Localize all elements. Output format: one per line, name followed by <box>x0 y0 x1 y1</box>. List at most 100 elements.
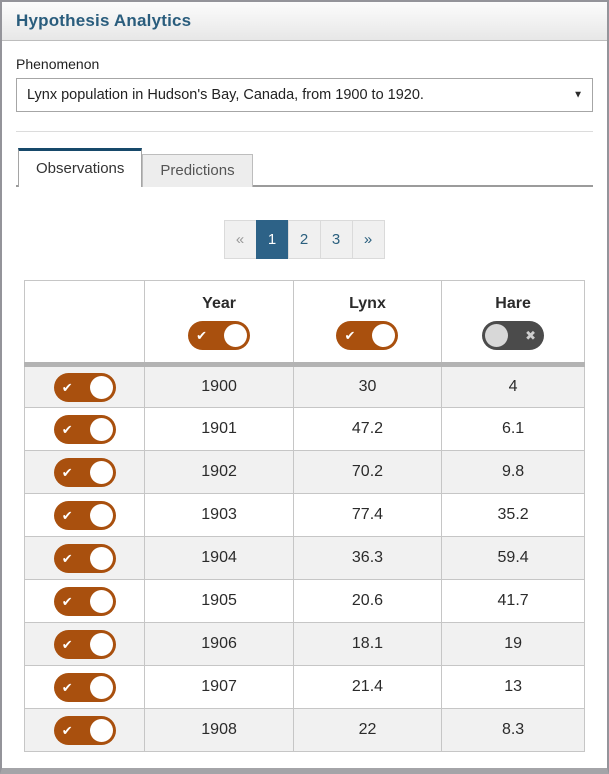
row-toggle[interactable]: ✔ <box>53 372 116 402</box>
hare-cell: 19 <box>441 622 585 666</box>
hare-cell: 13 <box>441 665 585 709</box>
row-toggle[interactable]: ✔ <box>53 715 116 745</box>
hare-cell: 41.7 <box>441 579 585 623</box>
year-cell: 1900 <box>144 364 294 408</box>
lynx-cell: 36.3 <box>292 536 443 580</box>
hare-cell: 35.2 <box>441 493 585 537</box>
row-toggle-cell: ✔ <box>23 579 146 623</box>
titlebar: Hypothesis Analytics <box>2 2 607 41</box>
toggle-knob <box>89 675 113 699</box>
column-header-hare: Hare ✖ <box>441 280 585 367</box>
row-toggle-column-header <box>23 280 146 367</box>
lynx-cell: 70.2 <box>292 450 443 494</box>
check-icon: ✔ <box>61 722 73 738</box>
check-icon: ✔ <box>61 636 73 652</box>
hare-cell: 4 <box>441 364 585 408</box>
hare-cell: 6.1 <box>441 407 585 451</box>
check-icon: ✔ <box>61 421 73 437</box>
check-icon: ✔ <box>344 328 356 343</box>
column-header-lynx: Lynx ✔ <box>292 280 443 367</box>
divider <box>16 131 593 132</box>
year-cell: 1901 <box>144 407 294 451</box>
toggle-knob <box>485 324 509 347</box>
check-icon: ✔ <box>196 328 207 343</box>
column-label-year: Year <box>202 295 236 312</box>
table-row: ✔ 1900 30 4 <box>23 364 585 408</box>
pagination-page-3[interactable]: 3 <box>319 220 353 259</box>
lynx-cell: 18.1 <box>292 622 443 666</box>
toggle-knob <box>89 632 113 656</box>
row-toggle[interactable]: ✔ <box>53 543 116 573</box>
toggle-knob <box>224 324 248 347</box>
toggle-knob <box>89 589 113 613</box>
table-row: ✔ 1908 22 8.3 <box>23 708 585 752</box>
main-content: Phenomenon Lynx population in Hudson's B… <box>2 56 607 752</box>
row-toggle[interactable]: ✔ <box>53 457 116 487</box>
lynx-cell: 20.6 <box>292 579 443 623</box>
row-toggle[interactable]: ✔ <box>53 414 116 444</box>
table-row: ✔ 1904 36.3 59.4 <box>23 536 585 580</box>
tabstrip: Observations Predictions <box>16 148 593 187</box>
table-row: ✔ 1906 18.1 19 <box>23 622 585 666</box>
lynx-cell: 30 <box>292 364 443 408</box>
year-cell: 1905 <box>144 579 294 623</box>
row-toggle[interactable]: ✔ <box>53 586 116 616</box>
table-header-row: Year ✔ Lynx ✔ Hare ✖ <box>23 280 585 367</box>
lynx-cell: 47.2 <box>292 407 443 451</box>
toggle-knob <box>89 503 113 527</box>
row-toggle-cell: ✔ <box>23 665 146 709</box>
hare-cell: 9.8 <box>441 450 585 494</box>
pagination-prev-button[interactable]: « <box>223 220 257 259</box>
cross-icon: ✖ <box>525 328 537 343</box>
column-toggle-hare[interactable]: ✖ <box>482 321 545 350</box>
table-row: ✔ 1905 20.6 41.7 <box>23 579 585 623</box>
year-cell: 1904 <box>144 536 294 580</box>
table-row: ✔ 1907 21.4 13 <box>23 665 585 709</box>
hare-cell: 59.4 <box>441 536 585 580</box>
pagination-page-1[interactable]: 1 <box>255 220 289 259</box>
pagination: « 1 2 3 » <box>16 220 593 259</box>
pagination-page-2[interactable]: 2 <box>287 220 321 259</box>
tab-predictions[interactable]: Predictions <box>142 154 253 187</box>
year-cell: 1906 <box>144 622 294 666</box>
year-cell: 1907 <box>144 665 294 709</box>
check-icon: ✔ <box>61 550 73 566</box>
year-cell: 1908 <box>144 708 294 752</box>
column-label-lynx: Lynx <box>349 295 386 312</box>
column-toggle-lynx[interactable]: ✔ <box>336 321 399 350</box>
lynx-cell: 22 <box>292 708 443 752</box>
tab-observations[interactable]: Observations <box>18 148 143 187</box>
pagination-next-button[interactable]: » <box>351 220 385 259</box>
toggle-knob <box>89 417 113 441</box>
row-toggle-cell: ✔ <box>23 536 146 580</box>
phenomenon-label: Phenomenon <box>16 56 100 72</box>
row-toggle-cell: ✔ <box>23 622 146 666</box>
check-icon: ✔ <box>61 679 73 695</box>
lynx-cell: 77.4 <box>292 493 443 537</box>
row-toggle-cell: ✔ <box>23 364 146 408</box>
observations-table: Year ✔ Lynx ✔ Hare ✖ ✔ 1900 <box>23 280 585 752</box>
table-row: ✔ 1901 47.2 6.1 <box>23 407 585 451</box>
year-cell: 1902 <box>144 450 294 494</box>
year-cell: 1903 <box>144 493 294 537</box>
lynx-cell: 21.4 <box>292 665 443 709</box>
row-toggle[interactable]: ✔ <box>53 500 116 530</box>
row-toggle[interactable]: ✔ <box>53 672 116 702</box>
toggle-knob <box>89 546 113 570</box>
hare-cell: 8.3 <box>441 708 585 752</box>
check-icon: ✔ <box>61 593 73 609</box>
column-label-hare: Hare <box>495 295 531 312</box>
table-row: ✔ 1903 77.4 35.2 <box>23 493 585 537</box>
phenomenon-select-wrap: Lynx population in Hudson's Bay, Canada,… <box>16 78 593 112</box>
table-row: ✔ 1902 70.2 9.8 <box>23 450 585 494</box>
column-header-year: Year ✔ <box>144 280 294 367</box>
row-toggle[interactable]: ✔ <box>53 629 116 659</box>
toggle-knob <box>372 324 396 347</box>
column-toggle-year[interactable]: ✔ <box>188 321 251 350</box>
toggle-knob <box>89 718 113 742</box>
phenomenon-select[interactable]: Lynx population in Hudson's Bay, Canada,… <box>16 78 593 112</box>
toggle-knob <box>89 460 113 484</box>
row-toggle-cell: ✔ <box>23 407 146 451</box>
row-toggle-cell: ✔ <box>23 493 146 537</box>
